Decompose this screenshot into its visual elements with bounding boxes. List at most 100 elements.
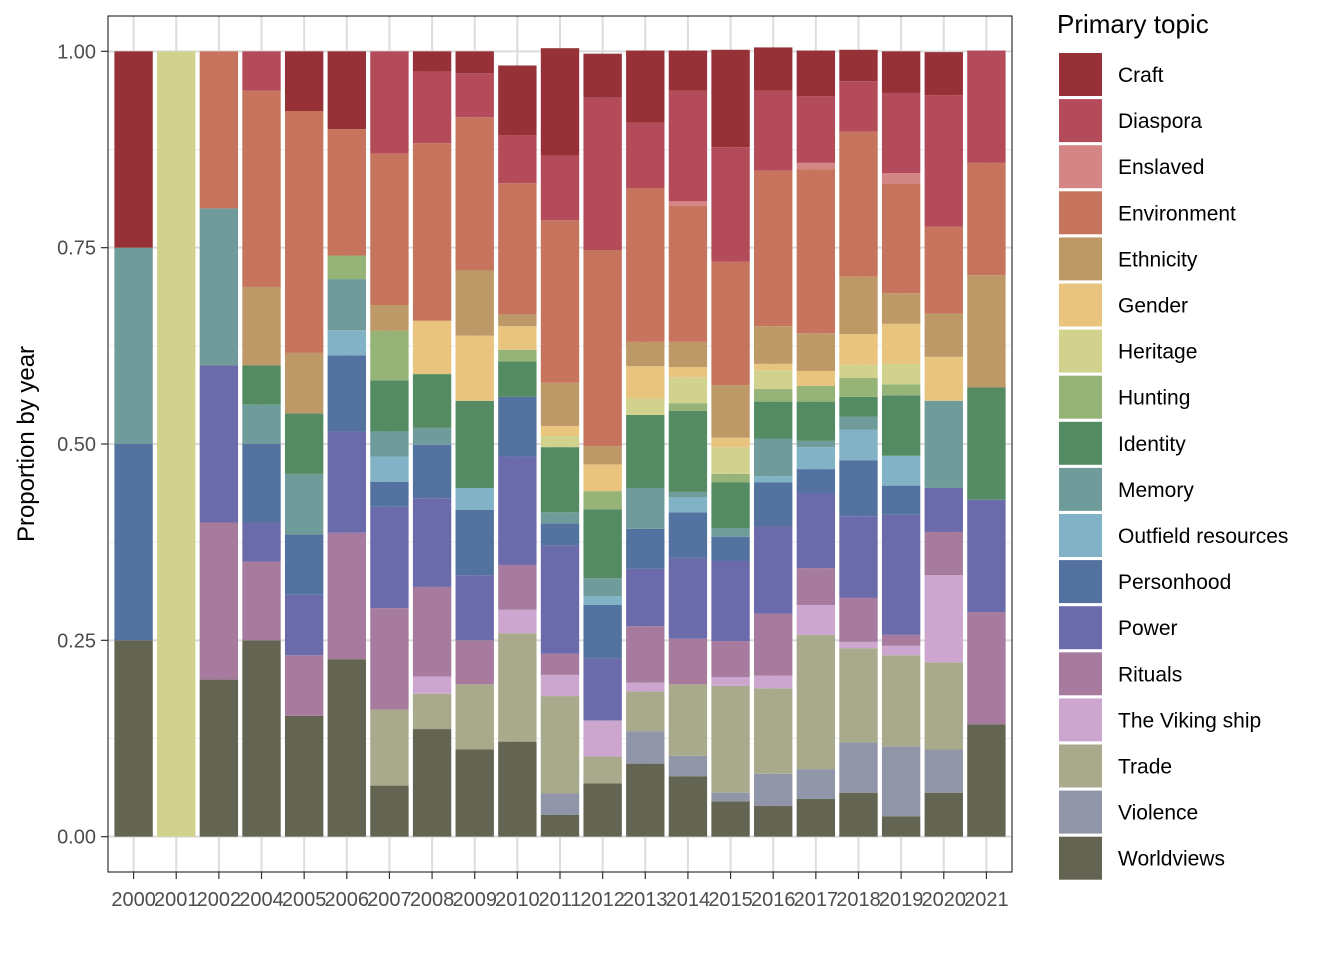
- bar-segment-power-2014: Power 2014: 0.103: [668, 557, 708, 639]
- legend-key-heritage: [1059, 329, 1102, 373]
- bar-segment-outfield-resources-2017: Outfield resources 2017: 0.028: [796, 447, 836, 470]
- bar-segment-power-2008: Power 2008: 0.113: [412, 498, 452, 587]
- bar-segment-memory-2015: Memory 2015: 0.011: [711, 528, 750, 537]
- bar-segment-memory-2006: Memory 2006: 0.065: [327, 279, 366, 331]
- x-tick-label: 2013: [623, 889, 668, 911]
- bar-segment-ethnicity-2007: Ethnicity 2007: 0.033: [370, 304, 409, 331]
- bar-segment-craft-2020: Craft 2020: 0.055: [924, 52, 963, 96]
- bar-segment-outfield-resources-2007: Outfield resources 2007: 0.032: [370, 456, 409, 482]
- bar-segment-rituals-2013: Rituals 2013: 0.072: [626, 626, 665, 683]
- bar-segment-diaspora-2008: Diaspora 2008: 0.091: [412, 71, 452, 144]
- bar-segment-power-2011: Power 2011: 0.138: [540, 545, 580, 654]
- bar-segment-rituals-2017: Rituals 2017: 0.047: [796, 568, 836, 605]
- legend-key-craft: [1059, 53, 1102, 96]
- bar-segment-environment-2012: Environment 2012: 0.25: [583, 250, 622, 447]
- bar-segment-trade-2011: Trade 2011: 0.124: [540, 696, 580, 794]
- legend-label: Power: [1118, 617, 1178, 640]
- bar-segment-ethnicity-2018: Ethnicity 2018: 0.073: [839, 276, 878, 335]
- bar-segment-craft-2018: Craft 2018: 0.04: [839, 49, 878, 82]
- bar-segment-trade-2008: Trade 2008: 0.045: [412, 693, 452, 730]
- legend-key-personhood: [1059, 560, 1102, 604]
- bar-segment-memory-2007: Memory 2007: 0.032: [370, 431, 409, 457]
- bar-segment-trade-2015: Trade 2015: 0.136: [711, 685, 750, 793]
- bar-segment-the-viking-ship-2017: The Viking ship 2017: 0.038: [796, 604, 836, 635]
- legend-key-power: [1059, 606, 1102, 650]
- bar-segment-gender-2010: Gender 2010: 0.03: [498, 326, 537, 350]
- bar-segment-memory-2005: Memory 2005: 0.077: [284, 473, 324, 535]
- bar-segment-rituals-2018: Rituals 2018: 0.056: [839, 597, 878, 642]
- bar-segment-personhood-2005: Personhood 2005: 0.077: [284, 534, 324, 595]
- legend-label: Enslaved: [1118, 156, 1204, 179]
- bar-segment-diaspora-2020: Diaspora 2020: 0.167: [924, 95, 963, 227]
- x-tick-label: 2018: [836, 889, 881, 911]
- bar-segment-environment-2009: Environment 2009: 0.195: [455, 117, 494, 271]
- x-tick-label: 2016: [751, 889, 796, 911]
- bar-segment-hunting-2014: Hunting 2014: 0.01: [668, 403, 708, 412]
- legend-label: Worldviews: [1118, 848, 1225, 871]
- bar-segment-identity-2018: Identity 2018: 0.025: [839, 396, 878, 417]
- bar-segment-gender-2015: Gender 2015: 0.012: [711, 437, 750, 448]
- bar-segment-rituals-2011: Rituals 2011: 0.027: [540, 653, 580, 675]
- bar-segment-outfield-resources-2006: Outfield resources 2006: 0.032: [327, 330, 366, 356]
- bar-segment-environment-2013: Environment 2013: 0.196: [626, 187, 665, 342]
- bar-segment-diaspora-2017: Diaspora 2017: 0.085: [796, 96, 836, 163]
- bar-segment-personhood-2011: Personhood 2011: 0.028: [540, 523, 580, 546]
- bar-segment-worldviews-2014: Worldviews 2014: 0.077: [668, 776, 708, 837]
- bar-segment-environment-2008: Environment 2008: 0.226: [412, 143, 452, 321]
- bar-segment-memory-2012: Memory 2012: 0.023: [583, 578, 622, 597]
- bar-segment-identity-2014: Identity 2014: 0.103: [668, 411, 708, 492]
- bar-segment-environment-2017: Environment 2017: 0.209: [796, 169, 836, 334]
- bar-segment-heritage-2013: Heritage 2013: 0.021: [626, 398, 665, 415]
- bar-segment-power-2017: Power 2017: 0.095: [796, 493, 836, 569]
- bar-segment-environment-2018: Environment 2018: 0.185: [839, 131, 878, 277]
- bar-segment-heritage-2001: Heritage 2001: 1: [157, 51, 196, 837]
- legend-label: Diaspora: [1118, 110, 1202, 133]
- bar-segment-hunting-2017: Hunting 2017: 0.02: [796, 385, 836, 402]
- bar-segment-craft-2009: Craft 2009: 0.028: [455, 51, 494, 74]
- bar-segment-hunting-2006: Hunting 2006: 0.03: [327, 255, 366, 280]
- legend-key-gender: [1059, 283, 1102, 327]
- bar-segment-gender-2020: Gender 2020: 0.056: [924, 356, 963, 401]
- bar-segment-craft-2015: Craft 2015: 0.124: [711, 49, 750, 148]
- bar-segment-ethnicity-2009: Ethnicity 2009: 0.083: [455, 270, 494, 336]
- bar-segment-ethnicity-2015: Ethnicity 2015: 0.067: [711, 385, 750, 438]
- bar-segment-the-viking-ship-2012: The Viking ship 2012: 0.046: [583, 720, 622, 757]
- bar-segment-personhood-2019: Personhood 2019: 0.037: [881, 485, 921, 515]
- bar-segment-memory-2000: Memory 2000: 0.25: [114, 247, 153, 444]
- x-tick-label: 2004: [239, 889, 284, 911]
- bar-segment-environment-2019: Environment 2019: 0.14: [881, 183, 921, 294]
- bar-segment-ethnicity-2010: Ethnicity 2010: 0.015: [498, 314, 537, 327]
- bar-segment-rituals-2014: Rituals 2014: 0.058: [668, 638, 708, 685]
- bar-segment-diaspora-2012: Diaspora 2012: 0.194: [583, 97, 622, 251]
- bar-segment-the-viking-ship-2016: The Viking ship 2016: 0.016: [754, 675, 793, 689]
- bar-segment-the-viking-ship-2013: The Viking ship 2013: 0.011: [626, 682, 665, 692]
- bar-segment-environment-2016: Environment 2016: 0.198: [754, 170, 793, 327]
- legend-label: Hunting: [1118, 387, 1190, 410]
- bar-segment-the-viking-ship-2008: The Viking ship 2008: 0.022: [412, 676, 452, 694]
- bar-segment-enslaved-2017: Enslaved 2017: 0.008: [796, 162, 836, 170]
- bar-segment-memory-2020: Memory 2020: 0.111: [924, 400, 963, 488]
- bar-segment-identity-2016: Identity 2016: 0.047: [754, 401, 793, 439]
- bar-segment-trade-2010: Trade 2010: 0.138: [498, 633, 537, 742]
- legend-label: Craft: [1118, 64, 1164, 87]
- bar-segment-ethnicity-2021: Ethnicity 2021: 0.143: [967, 275, 1006, 388]
- bar-segment-violence-2019: Violence 2019: 0.089: [881, 746, 921, 817]
- bar-segment-worldviews-2005: Worldviews 2005: 0.154: [284, 715, 324, 837]
- bar-segment-the-viking-ship-2011: The Viking ship 2011: 0.027: [540, 674, 580, 697]
- bar-segment-environment-2021: Environment 2021: 0.143: [967, 162, 1006, 276]
- bar-segment-craft-2008: Craft 2008: 0.026: [412, 51, 452, 72]
- bar-segment-craft-2013: Craft 2013: 0.092: [626, 50, 665, 123]
- bar-segment-rituals-2021: Rituals 2021: 0.143: [967, 612, 1006, 725]
- bar-segment-gender-2008: Gender 2008: 0.068: [412, 320, 452, 375]
- bar-segment-trade-2009: Trade 2009: 0.083: [455, 684, 494, 750]
- bar-segment-memory-2018: Memory 2018: 0.017: [839, 416, 878, 430]
- bar-segment-personhood-2013: Personhood 2013: 0.051: [626, 528, 665, 569]
- bar-segment-outfield-resources-2012: Outfield resources 2012: 0.011: [583, 596, 622, 605]
- bar-segment-outfield-resources-2016: Outfield resources 2016: 0.008: [754, 476, 793, 483]
- bar-segment-environment-2020: Environment 2020: 0.111: [924, 226, 963, 314]
- x-tick-label: 2005: [282, 889, 327, 911]
- bar-segment-power-2019: Power 2019: 0.153: [881, 514, 921, 635]
- bar-segment-memory-2002: Memory 2002: 0.2: [199, 208, 239, 366]
- bar-segment-worldviews-2019: Worldviews 2019: 0.026: [881, 816, 921, 837]
- bar-segment-power-2020: Power 2020: 0.056: [924, 487, 963, 532]
